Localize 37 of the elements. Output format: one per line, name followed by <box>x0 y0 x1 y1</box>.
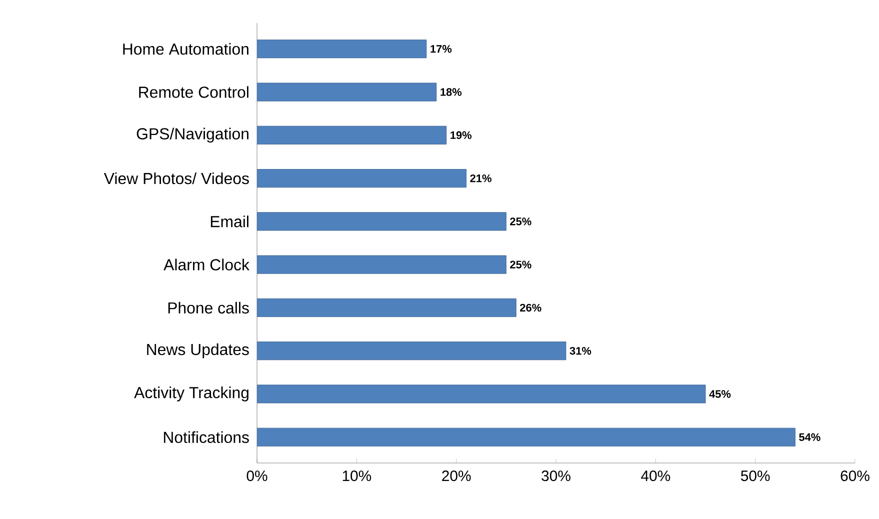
x-tick-label: 50% <box>740 470 770 482</box>
y-tick-label: Phone calls <box>168 302 249 314</box>
x-tick-label: 30% <box>542 470 570 482</box>
x-tick-label: 0% <box>246 470 268 482</box>
data-label: 21% <box>470 174 492 182</box>
bar <box>257 82 437 102</box>
bar <box>257 428 796 446</box>
data-label: 17% <box>430 45 452 53</box>
bar <box>257 255 506 274</box>
y-tick-label: Activity Tracking <box>134 386 248 402</box>
y-tick-label: Alarm Clock <box>164 258 250 270</box>
data-label: 31% <box>570 346 592 355</box>
bar <box>257 384 706 404</box>
bar <box>257 126 447 144</box>
y-tick-label: Notifications <box>164 431 249 443</box>
y-tick-label: Email <box>210 216 248 228</box>
x-tick-label: 20% <box>442 470 471 482</box>
y-tick-label: GPS/Navigation <box>136 128 248 143</box>
data-label: 25% <box>510 218 532 226</box>
data-label: 25% <box>510 260 532 268</box>
data-label: 54% <box>799 433 820 441</box>
data-label: 18% <box>440 88 462 96</box>
y-tick-label: View Photos/ Videos <box>104 172 249 184</box>
x-tick-label: 40% <box>641 470 670 482</box>
x-tick-label: 10% <box>342 470 372 482</box>
data-label: 45% <box>709 390 731 398</box>
bar <box>257 169 466 188</box>
bar <box>257 298 516 317</box>
y-tick-label: News Updates <box>147 343 249 358</box>
y-tick-label: Home Automation <box>123 43 248 55</box>
bar <box>257 212 506 231</box>
x-tick-label: 60% <box>840 470 870 482</box>
data-label: 26% <box>520 304 542 312</box>
bar <box>257 40 427 58</box>
data-label: 19% <box>450 131 472 140</box>
y-tick-label: Remote Control <box>139 86 248 98</box>
bar <box>257 342 566 360</box>
